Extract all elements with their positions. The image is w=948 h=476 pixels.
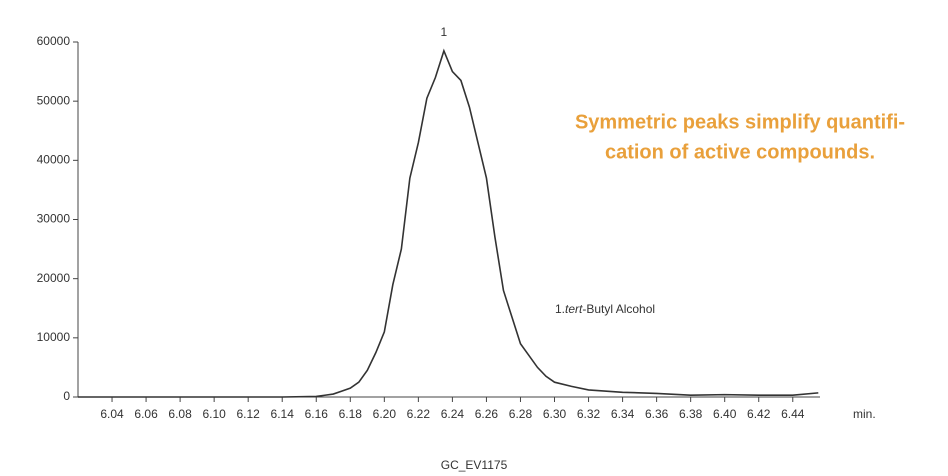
chromatogram-line (78, 48, 819, 398)
x-tick-label: 6.22 (407, 407, 431, 421)
x-tick-label: 6.16 (305, 407, 329, 421)
x-tick-label: 6.18 (339, 407, 363, 421)
y-tick-label: 0 (63, 389, 70, 403)
y-tick-label: 40000 (37, 153, 71, 167)
x-unit: min. (853, 407, 876, 421)
x-tick-label: 6.44 (781, 407, 805, 421)
x-tick-label: 6.06 (134, 407, 158, 421)
callout-line: Symmetric peaks simplify quantifi- (575, 111, 905, 133)
y-tick-label: 10000 (37, 330, 71, 344)
x-tick-label: 6.20 (373, 407, 397, 421)
footer: GC_EV1175 (441, 458, 508, 472)
callout-line: cation of active compounds. (605, 141, 875, 163)
x-tick-label: 6.32 (577, 407, 601, 421)
compound-prefix: 1. (555, 302, 565, 316)
x-tick-label: 6.28 (509, 407, 533, 421)
x-tick-label: 6.12 (237, 407, 261, 421)
x-tick-label: 6.24 (441, 407, 465, 421)
x-tick-label: 6.08 (168, 407, 192, 421)
x-tick-label: 6.34 (611, 407, 635, 421)
x-tick-label: 6.40 (713, 407, 737, 421)
y-tick-label: 30000 (37, 212, 71, 226)
x-tick-label: 6.30 (543, 407, 567, 421)
x-tick-label: 6.26 (475, 407, 499, 421)
x-tick-label: 6.38 (679, 407, 703, 421)
x-tick-label: 6.10 (202, 407, 226, 421)
x-tick-label: 6.14 (271, 407, 295, 421)
compound-label: 1.tert-Butyl Alcohol (555, 302, 655, 316)
x-tick-label: 6.04 (100, 407, 124, 421)
compound-italic: tert (565, 302, 583, 316)
y-tick-label: 20000 (37, 271, 71, 285)
y-tick-label: 50000 (37, 93, 71, 107)
compound-rest: -Butyl Alcohol (582, 302, 655, 316)
peak-label: 1 (441, 25, 448, 39)
x-tick-label: 6.42 (747, 407, 771, 421)
x-tick-label: 6.36 (645, 407, 669, 421)
y-tick-label: 60000 (37, 34, 71, 48)
